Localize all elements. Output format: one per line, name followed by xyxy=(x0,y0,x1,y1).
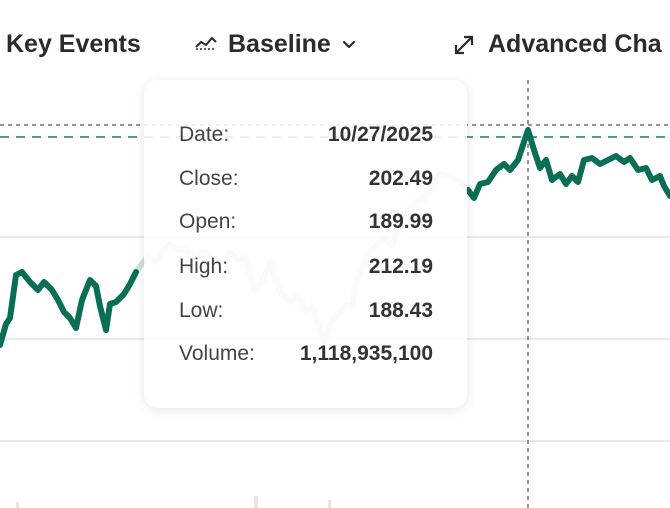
tooltip-row-low: Low: 188.43 xyxy=(179,297,433,325)
price-line xyxy=(0,269,139,348)
volume-bar xyxy=(16,502,19,508)
tooltip-label: Low: xyxy=(179,299,224,322)
advanced-chart-button[interactable]: Advanced Cha xyxy=(452,30,662,59)
chevron-down-icon xyxy=(342,40,355,48)
expand-icon xyxy=(454,35,474,54)
tooltip-label: Volume: xyxy=(179,342,255,365)
tooltip-label: Open: xyxy=(179,210,237,233)
baseline-icon xyxy=(195,36,217,50)
tooltip-value: 202.49 xyxy=(368,167,433,190)
volume-bar xyxy=(254,496,258,508)
tooltip-value: 212.19 xyxy=(368,255,433,278)
key-events-label: Key Events xyxy=(6,30,141,58)
tooltip-label: High: xyxy=(179,255,229,278)
tooltip-label: Close: xyxy=(179,167,239,190)
tooltip-value: 10/27/2025 xyxy=(327,123,433,146)
tooltip-row-close: Close: 202.49 xyxy=(179,165,433,193)
tooltip-row-high: High: 212.19 xyxy=(179,253,433,281)
baseline-dropdown[interactable]: Baseline xyxy=(194,30,359,59)
tooltip-row-open: Open: 189.99 xyxy=(179,208,433,236)
baseline-label: Baseline xyxy=(228,30,331,58)
key-events-button[interactable]: Key Events xyxy=(6,30,141,59)
price-line xyxy=(465,127,670,201)
volume-bar xyxy=(328,500,331,508)
tooltip-row-date: Date: 10/27/2025 xyxy=(179,121,433,149)
tooltip-value: 189.99 xyxy=(368,210,433,233)
advanced-chart-label: Advanced Cha xyxy=(488,30,662,58)
tooltip-value: 1,118,935,100 xyxy=(299,342,433,365)
tooltip-row-volume: Volume: 1,118,935,100 xyxy=(179,340,433,368)
tooltip-value: 188.43 xyxy=(368,299,433,322)
data-tooltip: Date: 10/27/2025 Close: 202.49 Open: 189… xyxy=(144,80,467,408)
tooltip-label: Date: xyxy=(179,123,230,146)
